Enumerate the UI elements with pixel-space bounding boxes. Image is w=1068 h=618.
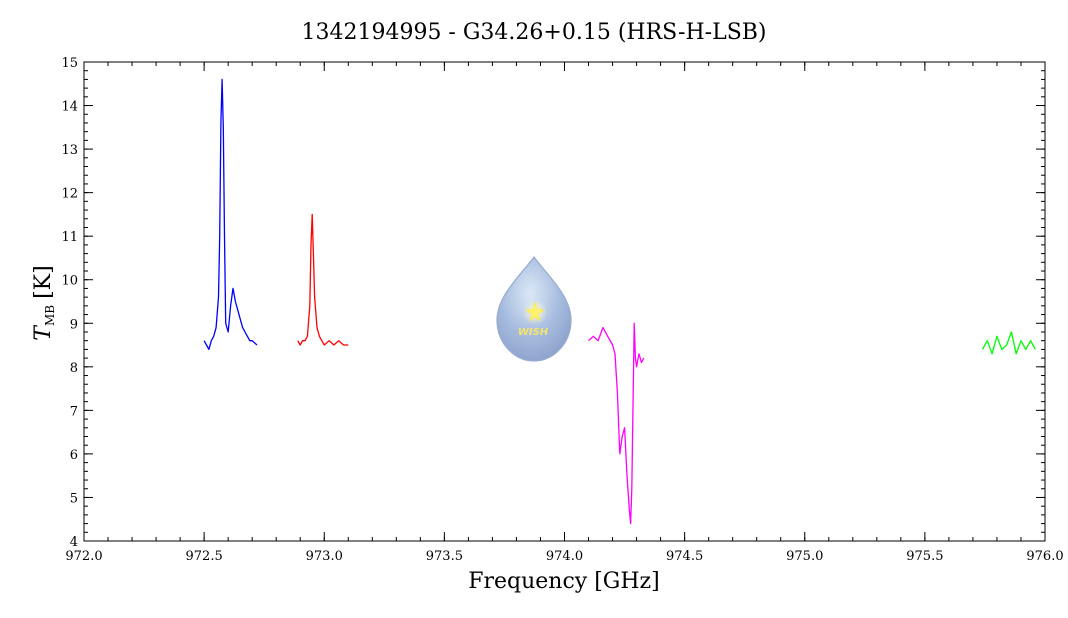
x-tick-label: 975.0: [786, 549, 823, 564]
x-tick-label: 974.5: [666, 549, 703, 564]
y-tick-label: 5: [70, 491, 78, 506]
y-tick-label: 14: [61, 100, 78, 115]
x-tick-label: 972.0: [65, 549, 102, 564]
star-icon: [525, 300, 545, 322]
series-line-1: [203, 78, 258, 351]
y-tick-label: 15: [61, 56, 78, 71]
y-tick-label: 11: [61, 230, 78, 245]
x-axis-label: Frequency [GHz]: [468, 569, 660, 594]
chart-title: 1342194995 - G34.26+0.15 (HRS-H-LSB): [301, 20, 766, 45]
x-tick-label: 975.5: [906, 549, 943, 564]
y-tick-label: 7: [70, 404, 78, 419]
logo: WISH: [496, 255, 572, 362]
y-axis-label-unit: [K]: [31, 265, 56, 299]
x-tick-label: 973.5: [426, 549, 463, 564]
x-tick-label: 973.0: [306, 549, 343, 564]
y-axis-label-sub: MB: [43, 305, 57, 326]
x-tick-label: 974.0: [546, 549, 583, 564]
x-tick-label: 976.0: [1026, 549, 1063, 564]
series-line-2: [297, 213, 349, 346]
y-tick-label: 4: [70, 535, 78, 550]
series-layer: [203, 78, 1036, 525]
series-line-3: [588, 322, 645, 525]
logo-text: WISH: [518, 327, 549, 338]
series-line-4: [981, 331, 1036, 355]
y-tick-label: 8: [70, 361, 78, 376]
y-tick-label: 12: [61, 187, 78, 202]
y-axis-label-main: T: [31, 324, 56, 341]
x-tick-label: 972.5: [186, 549, 223, 564]
y-tick-label: 9: [70, 317, 78, 332]
y-tick-label: 10: [61, 274, 78, 289]
y-axis-label: TMB [K]: [31, 265, 57, 340]
axes-layer: 972.0 972.5 973.0 973.5 974.0 974.5 975.0 975.5…: [61, 56, 1063, 564]
y-tick-label: 6: [70, 448, 78, 463]
y-tick-label: 13: [61, 143, 78, 158]
